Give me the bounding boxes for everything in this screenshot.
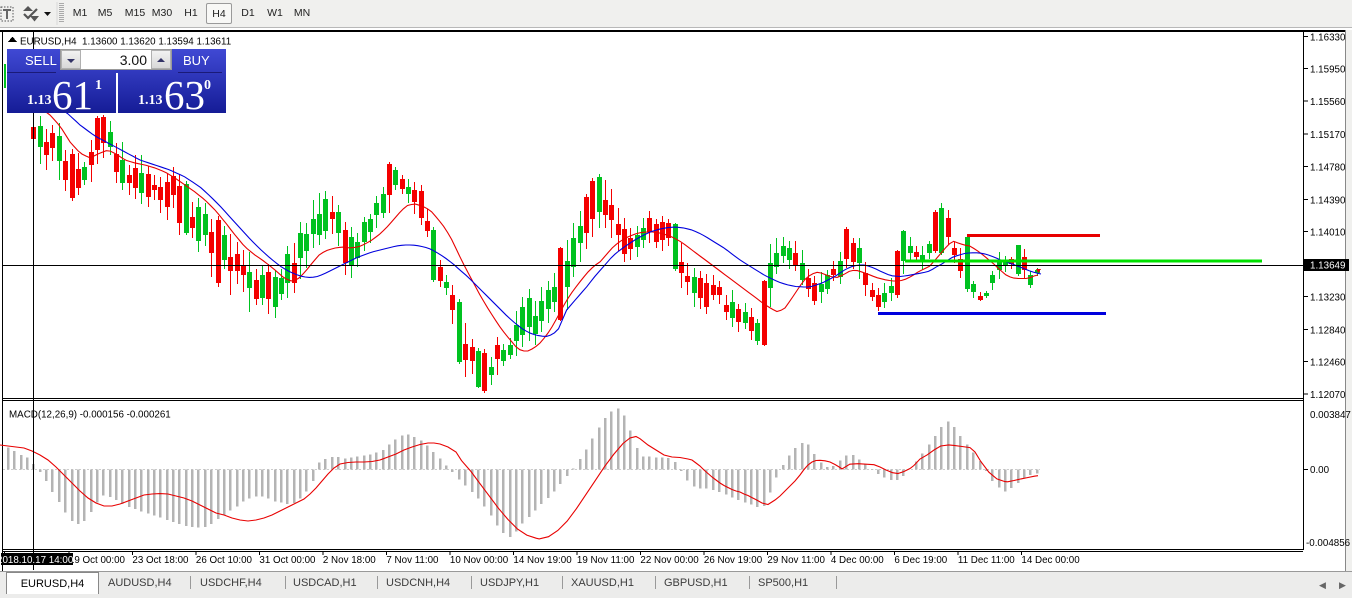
- svg-text:29 Nov 11:00: 29 Nov 11:00: [767, 555, 825, 566]
- svg-text:1.14780: 1.14780: [1310, 163, 1346, 174]
- svg-text:14 Nov 19:00: 14 Nov 19:00: [513, 555, 572, 566]
- svg-text:26 Nov 19:00: 26 Nov 19:00: [704, 555, 763, 566]
- svg-text:31 Oct 00:00: 31 Oct 00:00: [259, 555, 316, 566]
- svg-text:26 Oct 10:00: 26 Oct 10:00: [196, 555, 253, 566]
- svg-text:0.00: 0.00: [1310, 465, 1330, 476]
- svg-text:10 Nov 00:00: 10 Nov 00:00: [450, 555, 509, 566]
- svg-text:1.15560: 1.15560: [1310, 97, 1346, 108]
- svg-text:4 Dec 00:00: 4 Dec 00:00: [831, 555, 884, 566]
- svg-text:1.16330: 1.16330: [1310, 33, 1346, 44]
- svg-text:1.14390: 1.14390: [1310, 195, 1346, 206]
- svg-text:EURUSD,H4 1.13600 1.13620 1.1: EURUSD,H4 1.13600 1.13620 1.13594 1.1361…: [20, 37, 231, 48]
- svg-text:23 Oct 18:00: 23 Oct 18:00: [132, 555, 189, 566]
- svg-text:MACD(12,26,9) -0.000156 -0.000: MACD(12,26,9) -0.000156 -0.000261: [9, 410, 171, 421]
- svg-text:1.12070: 1.12070: [1310, 390, 1346, 401]
- svg-text:2018.10.17 14:00: 2018.10.17 14:00: [0, 555, 74, 566]
- svg-text:0.003847: 0.003847: [1310, 410, 1351, 421]
- svg-text:22 Nov 00:00: 22 Nov 00:00: [640, 555, 699, 566]
- svg-text:1.12840: 1.12840: [1310, 325, 1346, 336]
- svg-text:-0.004856: -0.004856: [1306, 538, 1351, 549]
- svg-text:14 Dec 00:00: 14 Dec 00:00: [1021, 555, 1080, 566]
- svg-text:6 Dec 19:00: 6 Dec 19:00: [894, 555, 947, 566]
- svg-text:1.13649: 1.13649: [1310, 261, 1345, 272]
- svg-text:1.15170: 1.15170: [1310, 130, 1346, 141]
- svg-text:1.13230: 1.13230: [1310, 293, 1346, 304]
- svg-text:1.12460: 1.12460: [1310, 357, 1346, 368]
- svg-text:1.15950: 1.15950: [1310, 65, 1346, 76]
- svg-text:1.14010: 1.14010: [1310, 227, 1346, 238]
- svg-text:11 Dec 11:00: 11 Dec 11:00: [958, 555, 1015, 566]
- svg-text:7 Nov 11:00: 7 Nov 11:00: [386, 555, 439, 566]
- svg-text:2 Nov 18:00: 2 Nov 18:00: [323, 555, 376, 566]
- svg-text:19 Nov 11:00: 19 Nov 11:00: [577, 555, 635, 566]
- svg-text:19 Oct 00:00: 19 Oct 00:00: [69, 555, 126, 566]
